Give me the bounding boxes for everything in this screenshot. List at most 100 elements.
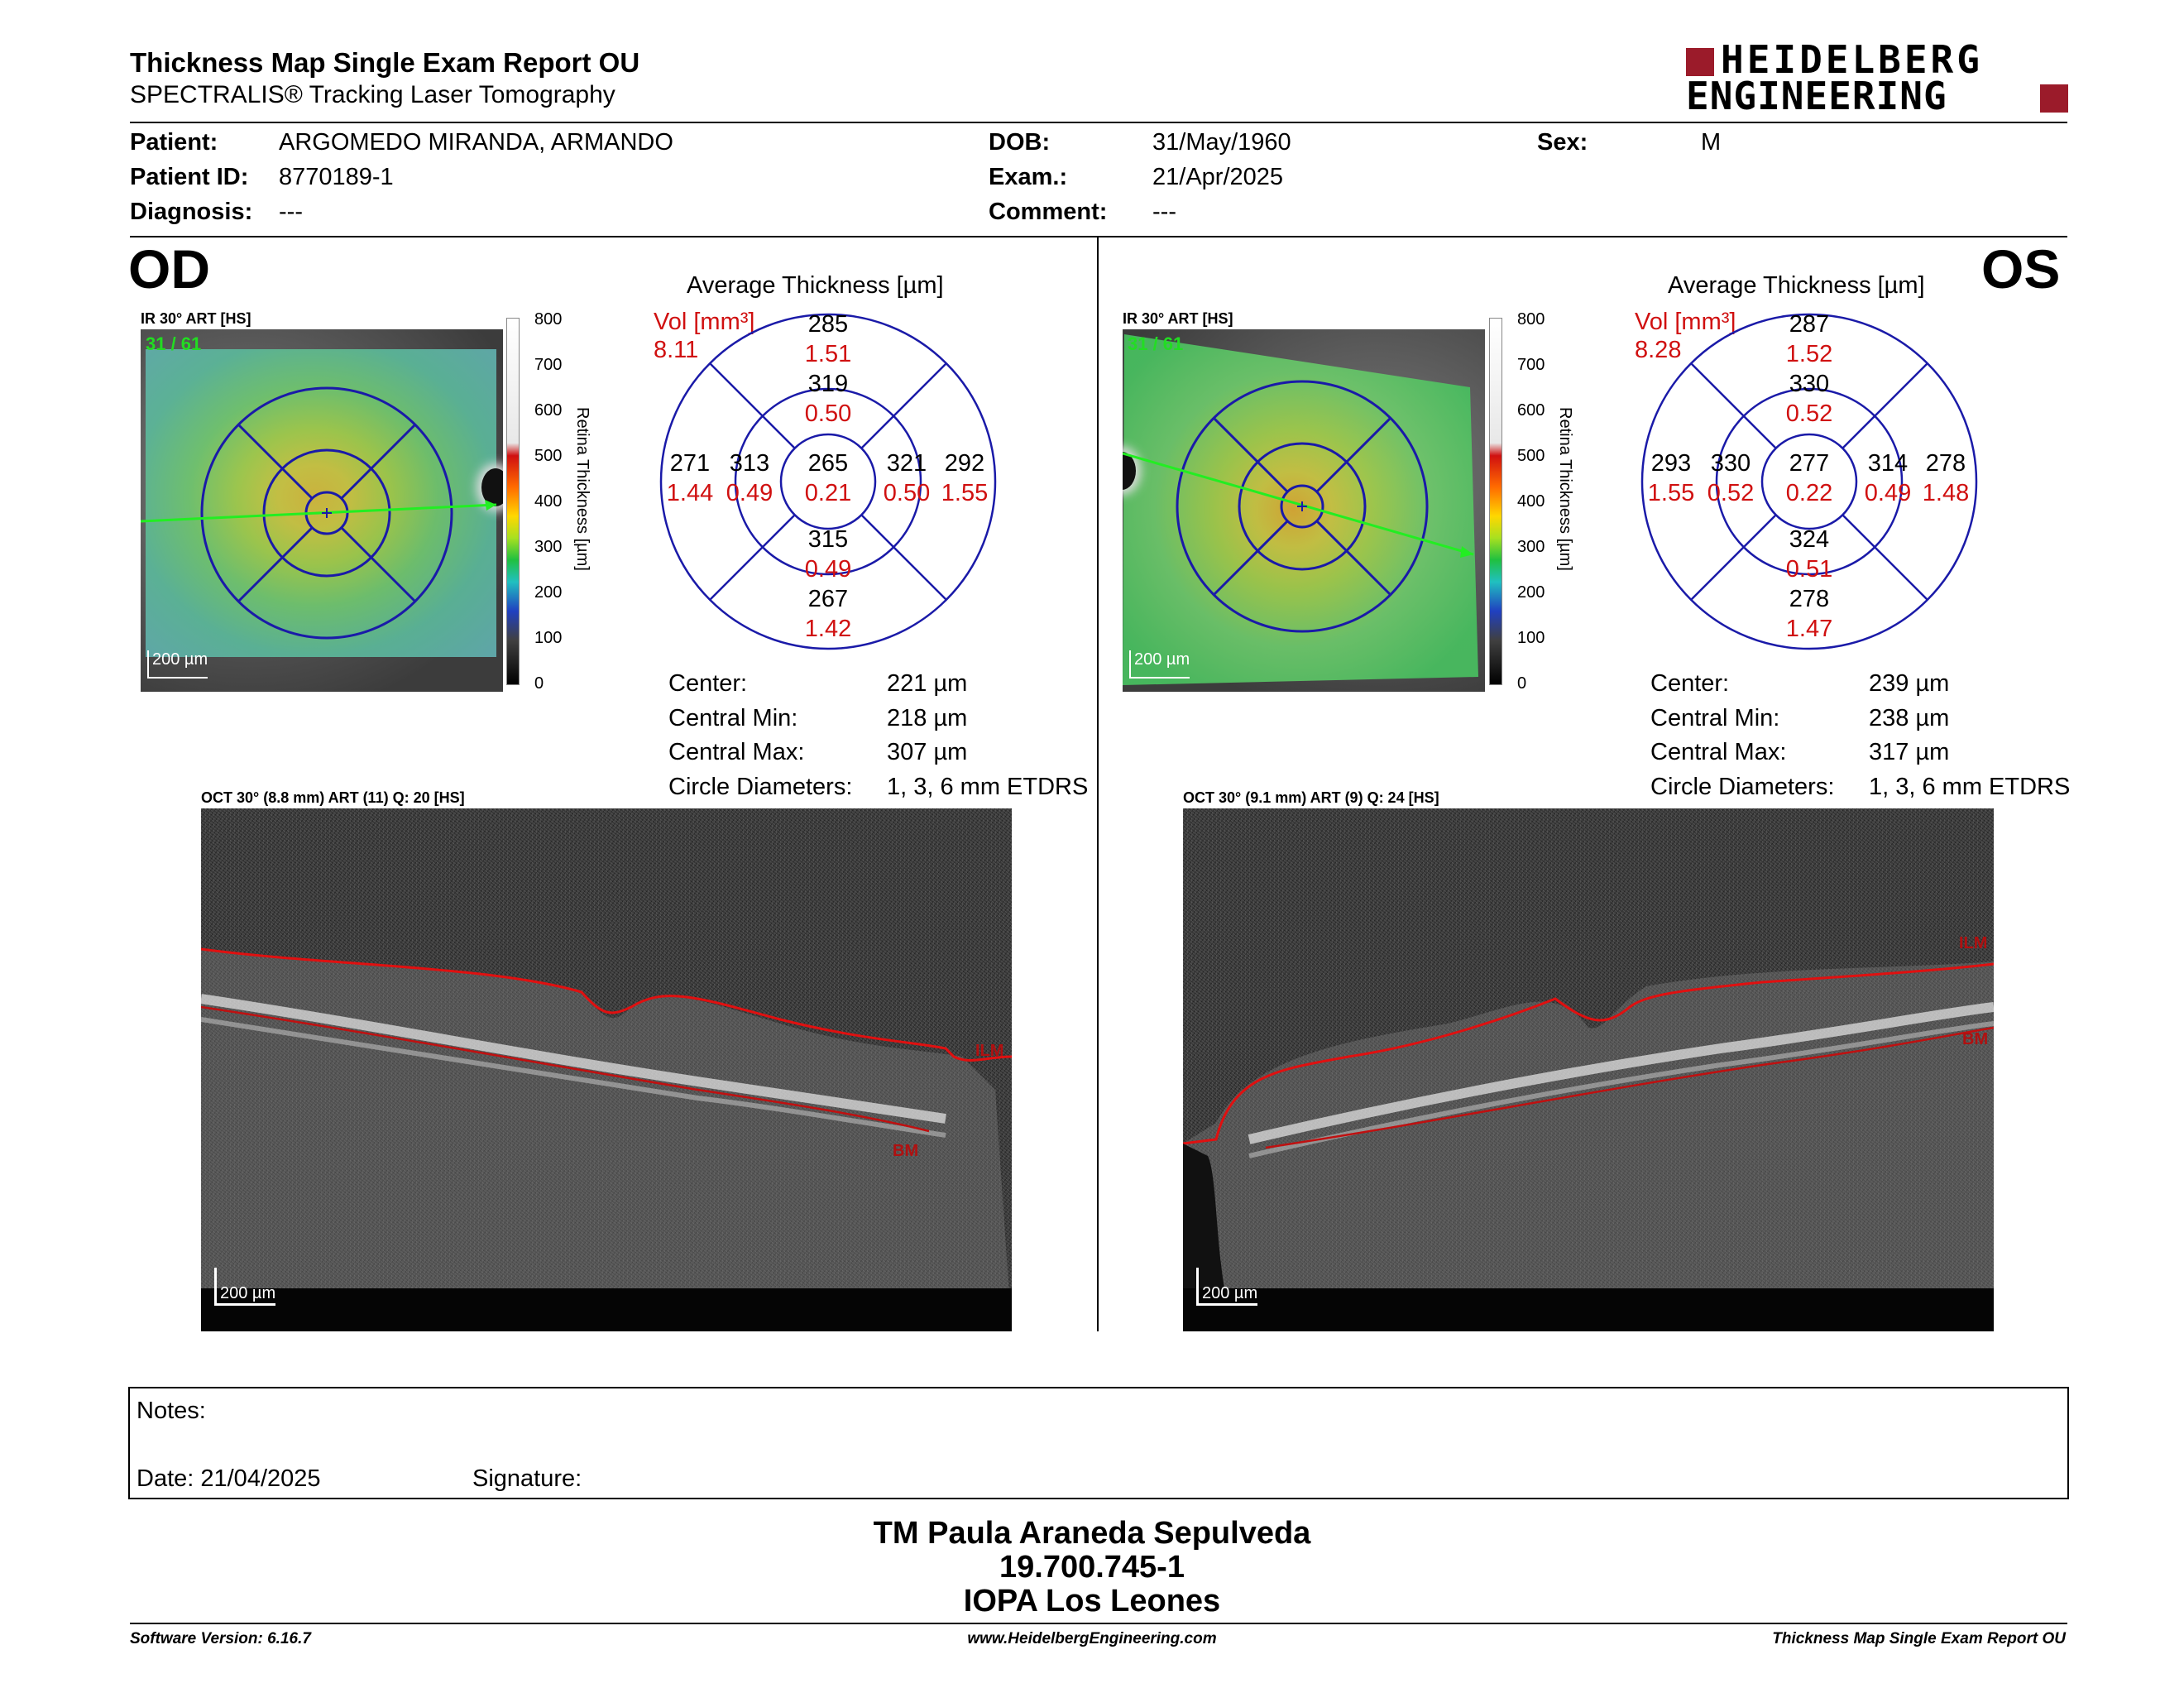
footer-report-name: Thickness Map Single Exam Report OU [1772,1630,2066,1647]
os-oct-label: OCT 30° (9.1 mm) ART (9) Q: 24 [HS] [1183,789,1439,806]
os-inner-temporal-thickness: 330 [1710,450,1751,477]
od-max-value: 307 µm [887,739,968,765]
od-eye-label: OD [128,238,210,300]
od-outer-inferior-thickness: 267 [807,586,849,612]
os-colorbar-tick: 500 [1517,447,1545,465]
od-diam-value: 1, 3, 6 mm ETDRS [887,774,1089,800]
od-colorbar-tick: 500 [534,447,563,465]
notes-label: Notes: [136,1398,206,1424]
dob-value: 31/May/1960 [1152,129,1291,156]
os-fundus-image: 31 / 61 200 µm [1123,329,1485,692]
os-outer-superior-volume: 1.52 [1785,341,1833,367]
os-ilm-label: ILM [1959,934,1988,952]
os-max-label: Central Max: [1650,739,1787,765]
os-oct-scale: 200 µm [1196,1268,1258,1306]
os-diam-value: 1, 3, 6 mm ETDRS [1869,774,2071,800]
od-colorbar-tick: 100 [534,629,563,647]
os-oct-layers [1183,961,1994,1331]
od-outer-superior-volume: 1.51 [804,341,852,367]
od-ilm-label: ILM [975,1042,1004,1060]
od-oct-scan: ILM BM 200 µm [201,808,1012,1331]
os-colorbar-tick: 800 [1517,310,1545,328]
od-avg-title: Average Thickness [µm] [687,272,944,299]
od-fundus-grid [141,386,497,640]
os-inner-nasal-volume: 0.49 [1864,480,1912,506]
os-outer-nasal-volume: 1.48 [1922,480,1970,506]
os-colorbar-tick: 400 [1517,492,1545,511]
od-inner-superior-thickness: 319 [807,371,849,397]
sex-label: Sex: [1537,129,1588,156]
center-divider [1097,237,1099,1331]
report-subtitle: SPECTRALIS® Tracking Laser Tomography [130,81,615,108]
od-colorbar-label: Retina Thickness [µm] [573,407,592,571]
os-colorbar-gradient [1489,318,1502,685]
od-colorbar-tick: 800 [534,310,563,328]
os-avg-title: Average Thickness [µm] [1668,272,1925,299]
exam-label: Exam.: [989,164,1068,190]
os-center-volume: 0.22 [1785,480,1833,506]
od-outer-temporal-volume: 1.44 [666,480,714,506]
software-version: Software Version: 6.16.7 [130,1630,311,1647]
comment-value: --- [1152,199,1176,225]
os-colorbar-tick: 700 [1517,356,1545,374]
os-inner-superior-thickness: 330 [1789,371,1830,397]
os-diam-label: Circle Diameters: [1650,774,1835,800]
logo-square-bottom [2040,84,2068,113]
os-colorbar-label: Retina Thickness [µm] [1556,407,1574,571]
od-colorbar-gradient [506,318,520,685]
od-center-thickness: 265 [807,450,849,477]
os-colorbar-tick: 200 [1517,583,1545,602]
date-label: Date: 21/04/2025 [136,1465,321,1492]
signature-label: Signature: [472,1465,582,1492]
od-outer-temporal-thickness: 271 [669,450,711,477]
od-max-label: Central Max: [668,739,805,765]
logo-line2: ENGINEERING [1686,74,1947,118]
os-center-thickness: 277 [1789,450,1830,477]
diagnosis-value: --- [279,199,303,225]
od-colorbar-tick: 700 [534,356,563,374]
os-fundus-scale: 200 µm [1129,650,1190,679]
od-oct-scale: 200 µm [214,1268,276,1306]
os-max-value: 317 µm [1869,739,1950,765]
dob-label: DOB: [989,129,1051,156]
os-bm-label: BM [1962,1030,1989,1048]
od-vol-label: Vol [mm³] [654,309,755,335]
os-center-value: 239 µm [1869,670,1950,697]
od-min-label: Central Min: [668,705,798,731]
od-outer-nasal-volume: 1.55 [941,480,989,506]
os-outer-inferior-volume: 1.47 [1785,616,1833,642]
od-fundus-scale: 200 µm [147,650,208,679]
od-center-volume: 0.21 [804,480,852,506]
os-min-label: Central Min: [1650,705,1780,731]
od-vol-total: 8.11 [654,337,699,363]
od-inner-temporal-thickness: 313 [729,450,770,477]
sex-value: M [1701,129,1722,156]
od-colorbar-tick: 600 [534,401,563,420]
patient-label: Patient: [130,129,218,156]
os-fundus-label: IR 30° ART [HS] [1123,310,1233,327]
patient-name: ARGOMEDO MIRANDA, ARMANDO [279,129,673,156]
od-inner-inferior-thickness: 315 [807,526,849,553]
os-center-label: Center: [1650,670,1730,697]
diagnosis-label: Diagnosis: [130,199,253,225]
notes-box[interactable]: Notes: Date: 21/04/2025 Signature: [128,1387,2069,1499]
od-oct-label: OCT 30° (8.8 mm) ART (11) Q: 20 [HS] [201,789,465,806]
od-inner-inferior-volume: 0.49 [804,556,852,583]
od-diam-label: Circle Diameters: [668,774,853,800]
os-oct-scan: ILM BM 200 µm [1183,808,1994,1331]
od-center-label: Center: [668,670,748,697]
od-colorbar-tick: 300 [534,538,563,556]
os-colorbar-tick: 300 [1517,538,1545,556]
patient-id: 8770189-1 [279,164,394,190]
logo-line1: HEIDELBERG [1721,37,1983,82]
os-outer-temporal-volume: 1.55 [1647,480,1695,506]
logo-square-top [1686,48,1714,76]
od-colorbar-tick: 200 [534,583,563,602]
od-outer-inferior-volume: 1.42 [804,616,852,642]
od-thickness-overlay [146,349,496,657]
od-center-value: 221 µm [887,670,968,697]
os-frame-counter: 31 / 61 [1128,333,1184,354]
os-eye-label: OS [1981,238,2061,300]
os-colorbar-tick: 600 [1517,401,1545,420]
website-link[interactable]: www.HeidelbergEngineering.com [967,1630,1217,1647]
